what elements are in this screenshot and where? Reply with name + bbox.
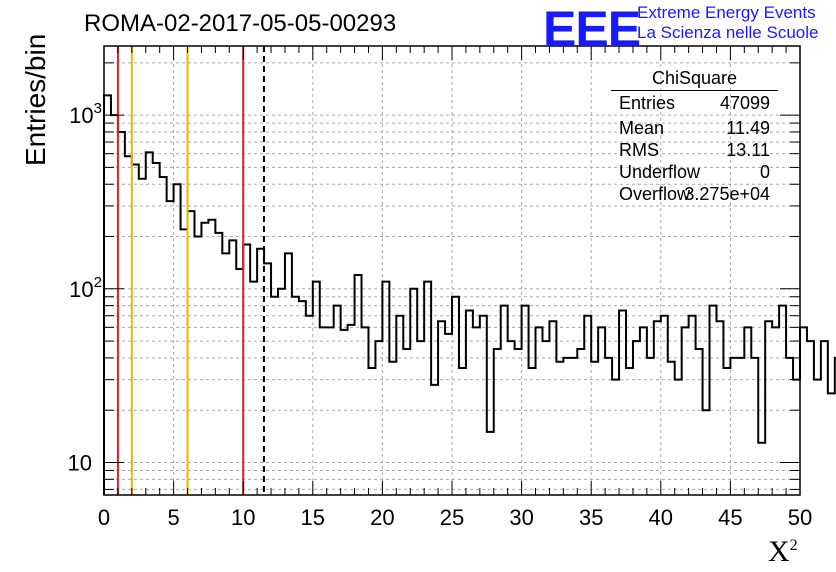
stats-key: Entries — [619, 93, 676, 113]
stats-value: 3.275e+04 — [684, 184, 770, 204]
x-axis-label: X2 — [768, 535, 798, 568]
x-tick-label: 10 — [231, 505, 255, 530]
y-tick-label: 102 — [69, 274, 102, 302]
stats-value: 13.11 — [726, 140, 770, 160]
stats-row-rms: RMS 13.11 — [619, 140, 770, 162]
stats-row-underflow: Underflow 0 — [619, 162, 770, 184]
x-tick-label: 50 — [788, 505, 812, 530]
stats-key: Mean — [619, 118, 665, 138]
y-tick-label: 103 — [69, 100, 102, 128]
x-tick-label: 15 — [301, 505, 325, 530]
x-tick-label: 35 — [579, 505, 603, 530]
logo-text-line2: La Scienza nelle Scuole — [637, 23, 819, 42]
stats-divider — [611, 90, 778, 91]
stats-value: 47099 — [719, 93, 770, 113]
stats-key: RMS — [619, 140, 659, 160]
x-tick-label: 30 — [509, 505, 533, 530]
stats-row-entries: Entries 47099 — [619, 93, 770, 115]
x-tick-label: 25 — [440, 505, 464, 530]
stats-row-overflow: Overflow 3.275e+04 — [619, 184, 770, 206]
stats-row-mean: Mean 11.49 — [619, 118, 770, 140]
stats-title: ChiSquare — [651, 68, 738, 88]
x-tick-label: 0 — [98, 505, 110, 530]
x-tick-label: 5 — [167, 505, 179, 530]
stats-value: 0 — [759, 162, 770, 182]
x-tick-label: 20 — [370, 505, 394, 530]
x-tick-label: 40 — [649, 505, 673, 530]
y-tick-label: 10 — [68, 451, 92, 476]
stats-value: 11.49 — [726, 118, 770, 138]
stats-key: Underflow — [619, 162, 701, 182]
x-tick-label: 45 — [718, 505, 742, 530]
chart-title: ROMA-02-2017-05-05-00293 — [84, 10, 397, 37]
logo-text-line1: Extreme Energy Events — [637, 3, 816, 22]
stats-box: ChiSquare Entries 47099 Mean 11.49 RMS 1… — [611, 68, 778, 204]
stats-key: Overflow — [619, 184, 691, 204]
eee-logo: EEE — [543, 1, 641, 57]
y-axis-label: Entries/bin — [20, 33, 51, 166]
